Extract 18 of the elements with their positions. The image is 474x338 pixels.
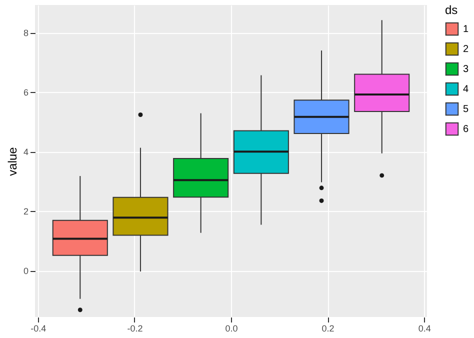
legend-label: 2 [463, 44, 469, 55]
y-tick-label: 2 [23, 206, 28, 217]
legend-label: 3 [463, 64, 469, 75]
y-tick-label: 8 [23, 28, 28, 38]
x-tick-label: -0.2 [127, 324, 143, 334]
y-tick-label: 4 [23, 147, 28, 158]
x-tick-label: 0.4 [418, 324, 431, 334]
y-axis-title: value [5, 146, 20, 176]
legend-label: 6 [463, 124, 469, 135]
x-tick-label: 0.2 [322, 324, 334, 334]
y-tick-label: 6 [23, 88, 28, 98]
x-tick-label: 0.0 [225, 324, 238, 334]
legend-label: 4 [463, 84, 469, 95]
y-tick-label: 0 [23, 266, 28, 276]
legend-label: 5 [463, 104, 469, 115]
x-tick-label: -0.4 [30, 324, 46, 334]
legend-label: 1 [463, 24, 469, 35]
legend-title: ds [445, 3, 458, 17]
